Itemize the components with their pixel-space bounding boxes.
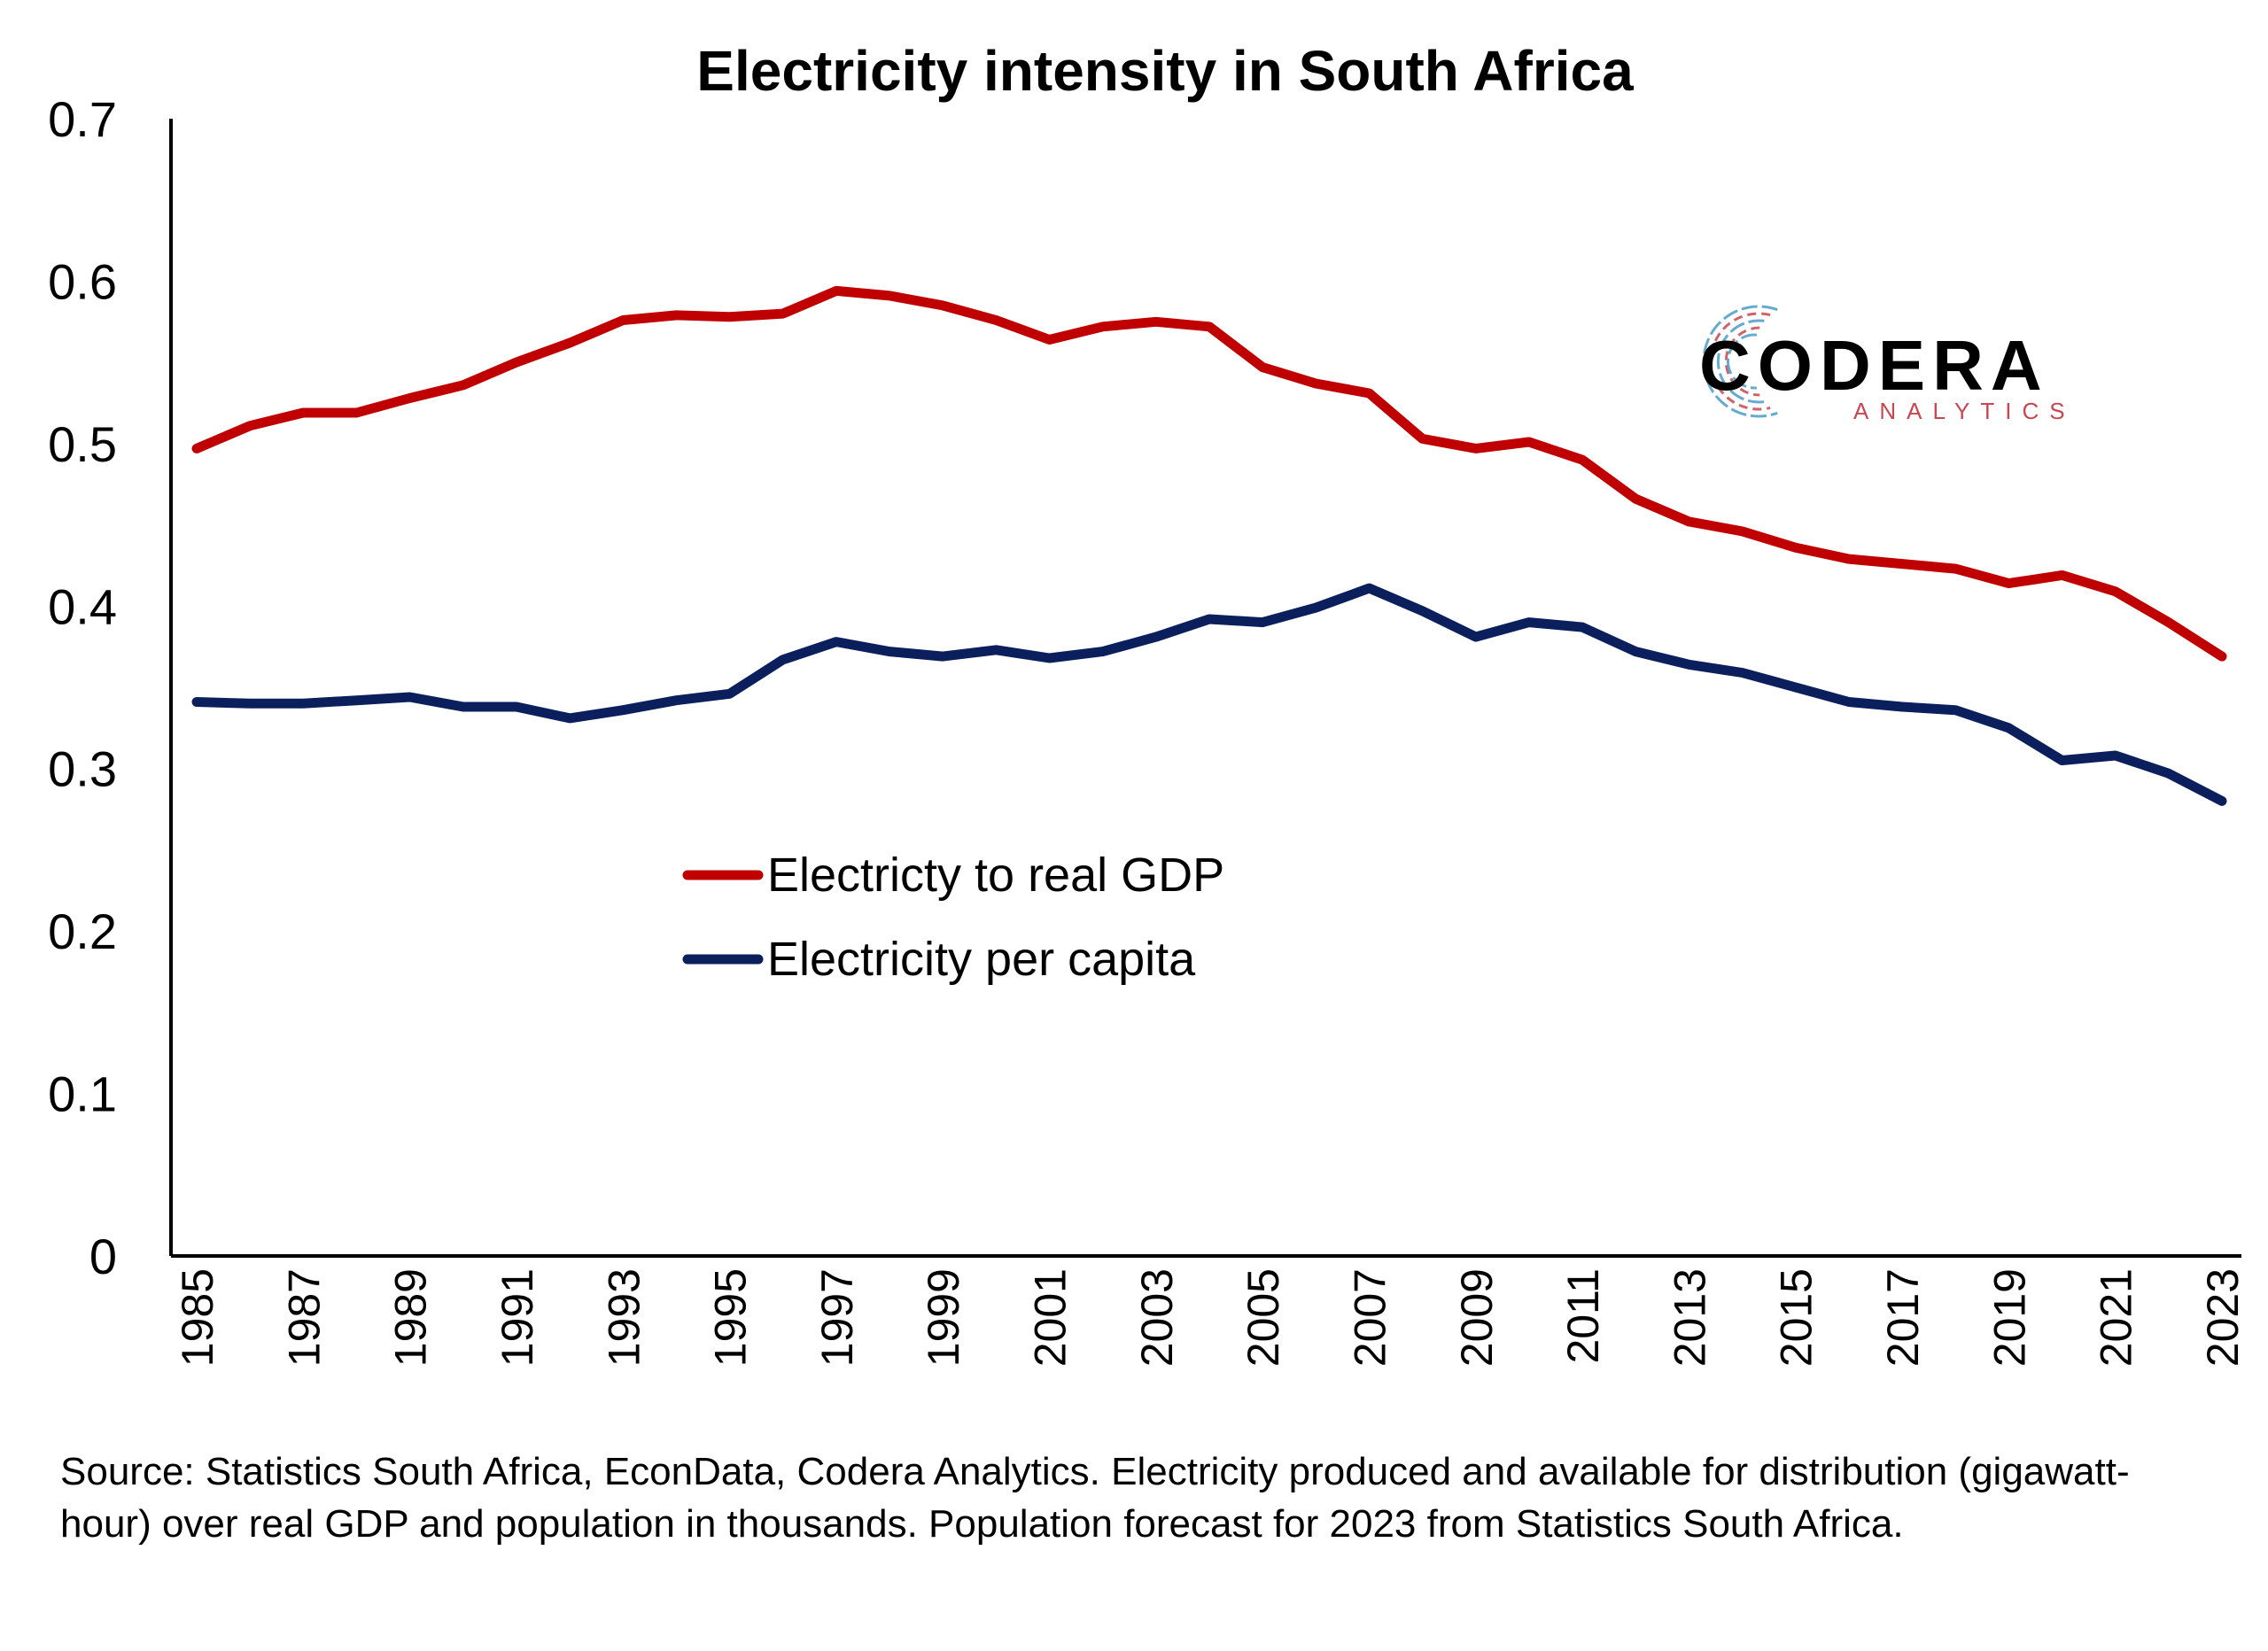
x-tick-label: 2007	[1345, 1268, 1394, 1367]
y-tick-label: 0.4	[48, 578, 117, 634]
x-tick-label: 1985	[173, 1268, 222, 1367]
x-tick-label: 2017	[1878, 1268, 1928, 1367]
x-tick-label: 2013	[1665, 1268, 1714, 1367]
legend-label-gdp: Electricty to real GDP	[767, 849, 1224, 902]
logo-arc	[1716, 319, 1765, 404]
y-tick-label: 0.2	[48, 903, 117, 959]
logo-arc	[1726, 333, 1758, 390]
x-tick-label: 1995	[706, 1268, 756, 1367]
x-tick-label: 1993	[599, 1268, 649, 1367]
series-lines	[191, 285, 2227, 806]
y-tick-label: 0.1	[48, 1066, 117, 1122]
codera-logo: CODERA ANALYTICS	[1699, 305, 2076, 424]
x-tick-label: 2003	[1132, 1268, 1182, 1367]
y-tick-label: 0	[89, 1229, 117, 1284]
x-tick-label: 1997	[812, 1268, 862, 1367]
series-line-per-capita	[191, 583, 2227, 806]
y-axis-ticks: 0 0.1 0.2 0.3 0.4 0.5 0.6 0.7	[48, 91, 117, 1284]
series-line-gdp	[191, 285, 2227, 662]
x-tick-label: 1991	[493, 1268, 542, 1367]
logo-arc	[1709, 312, 1771, 411]
logo-circuit-icon	[1702, 305, 1778, 418]
chart-title: Electricity intensity in South Africa	[696, 39, 1634, 103]
source-note: Source: Statistics South Africa, EconDat…	[60, 1450, 2130, 1546]
logo-wordmark: CODERA	[1699, 326, 2049, 405]
y-tick-label: 0.3	[48, 741, 117, 797]
x-tick-label: 2005	[1239, 1268, 1288, 1367]
logo-tagline: ANALYTICS	[1853, 398, 2076, 424]
x-tick-label: 2011	[1558, 1268, 1608, 1364]
legend-label-per-capita: Electricity per capita	[767, 933, 1196, 986]
axes	[169, 119, 2241, 1258]
logo-arc	[1702, 305, 1778, 418]
x-tick-label: 1999	[919, 1268, 968, 1367]
y-tick-label: 0.6	[48, 253, 117, 309]
y-tick-label: 0.5	[48, 416, 117, 472]
x-tick-label: 2021	[2092, 1268, 2141, 1367]
x-tick-label: 2009	[1452, 1268, 1502, 1367]
x-tick-label: 2001	[1026, 1268, 1076, 1367]
x-tick-label: 1989	[386, 1268, 436, 1367]
x-tick-label: 2019	[1984, 1268, 2034, 1367]
y-tick-label: 0.7	[48, 91, 117, 147]
x-tick-label: 2023	[2198, 1268, 2248, 1367]
x-tick-label: 1987	[279, 1268, 329, 1367]
logo-arc	[1724, 326, 1760, 397]
x-axis-ticks: 1985 1987 1989 1991 1993 1995 1997 1999 2001 2003…	[173, 1268, 2248, 1367]
x-tick-label: 2015	[1772, 1268, 1821, 1367]
legend: Electricty to real GDP Electricity per c…	[682, 849, 1224, 986]
